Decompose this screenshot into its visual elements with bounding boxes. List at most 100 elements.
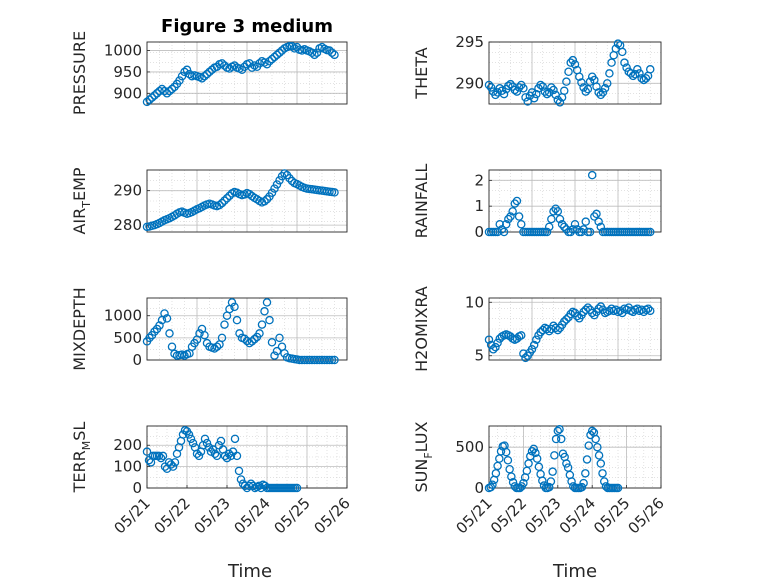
data-point bbox=[532, 89, 541, 99]
data-point bbox=[547, 214, 556, 224]
data-point bbox=[177, 71, 187, 81]
data-point bbox=[493, 338, 502, 348]
data-point bbox=[506, 212, 515, 221]
data-point bbox=[527, 345, 537, 354]
data-point bbox=[224, 449, 234, 459]
y-axis-label: PRESSURE bbox=[70, 31, 89, 115]
data-point bbox=[162, 314, 172, 323]
data-point bbox=[504, 214, 513, 224]
data-point bbox=[147, 93, 157, 102]
data-point bbox=[257, 320, 267, 329]
data-point bbox=[555, 425, 564, 434]
data-point bbox=[242, 336, 252, 346]
axes-box bbox=[488, 297, 662, 361]
y-tick-label: 10 bbox=[465, 293, 484, 311]
data-point bbox=[517, 219, 526, 229]
data-point bbox=[200, 71, 209, 81]
data-point bbox=[202, 69, 212, 79]
data-point bbox=[185, 69, 194, 79]
data-point bbox=[549, 85, 558, 95]
data-point bbox=[546, 477, 556, 486]
data-point bbox=[575, 72, 584, 81]
data-point bbox=[605, 69, 614, 78]
data-point bbox=[505, 464, 514, 474]
data-point bbox=[489, 345, 498, 354]
data-point bbox=[579, 83, 588, 92]
data-point bbox=[570, 60, 580, 69]
data-point bbox=[501, 219, 511, 229]
data-point bbox=[607, 304, 616, 313]
data-point bbox=[508, 207, 517, 216]
data-point bbox=[197, 74, 207, 83]
data-point bbox=[160, 309, 169, 318]
data-point bbox=[542, 324, 552, 334]
subplot-rainfall: 0 1 2 RAINFALL bbox=[412, 164, 662, 241]
data-point bbox=[583, 84, 593, 94]
data-point bbox=[592, 209, 601, 219]
data-point bbox=[587, 426, 597, 436]
data-point bbox=[262, 195, 272, 204]
data-point bbox=[275, 333, 284, 343]
data-point bbox=[235, 329, 244, 338]
data-point bbox=[254, 481, 264, 491]
data-point bbox=[593, 442, 602, 452]
data-point bbox=[212, 342, 222, 351]
x-tick-label: 05/23 bbox=[521, 494, 564, 537]
y-tick-label: 280 bbox=[113, 216, 142, 234]
data-point bbox=[267, 338, 277, 347]
data-point bbox=[570, 219, 580, 229]
data-point bbox=[514, 212, 524, 221]
subplot-pressure: 900 950 1000 PRESSURE Figure 3 medium bbox=[70, 16, 348, 115]
y-tick-label: 1000 bbox=[104, 42, 142, 60]
data-point bbox=[312, 48, 322, 57]
data-point bbox=[556, 434, 566, 444]
data-point bbox=[532, 335, 541, 344]
data-point bbox=[519, 478, 528, 488]
data-point bbox=[267, 54, 277, 64]
data-point bbox=[272, 50, 282, 60]
data-point bbox=[553, 207, 563, 216]
data-point bbox=[330, 188, 339, 197]
y-tick-label: 1000 bbox=[104, 307, 142, 325]
data-point bbox=[495, 219, 504, 229]
data-point bbox=[262, 298, 272, 307]
data-point bbox=[607, 58, 616, 67]
data-point bbox=[206, 447, 216, 456]
data-point bbox=[630, 69, 640, 79]
data-point bbox=[579, 478, 588, 488]
data-point bbox=[230, 302, 239, 312]
x-tick-label: 05/24 bbox=[556, 494, 599, 537]
data-point bbox=[544, 222, 554, 232]
data-point bbox=[585, 77, 595, 86]
data-point bbox=[484, 335, 494, 344]
subplot-theta: 290 295 THETA bbox=[412, 33, 662, 107]
data-point bbox=[551, 323, 560, 333]
data-point bbox=[484, 80, 494, 90]
data-point bbox=[532, 454, 542, 463]
data-point bbox=[521, 353, 530, 363]
data-point bbox=[633, 65, 642, 74]
data-point bbox=[596, 90, 606, 100]
y-tick-label: 1 bbox=[474, 197, 484, 215]
data-point bbox=[510, 199, 520, 208]
data-point bbox=[212, 451, 222, 461]
y-tick-label: 290 bbox=[113, 182, 142, 200]
data-point bbox=[287, 42, 297, 51]
data-point bbox=[577, 482, 587, 492]
y-axis-label: RAINFALL bbox=[412, 164, 431, 239]
y-tick-label: 0 bbox=[474, 223, 484, 241]
y-tick-label: 0 bbox=[474, 479, 484, 497]
data-point bbox=[265, 56, 274, 66]
data-point bbox=[618, 47, 627, 57]
data-point bbox=[626, 69, 636, 78]
data-point bbox=[255, 329, 264, 338]
data-point bbox=[292, 483, 302, 493]
data-point bbox=[555, 98, 565, 107]
data-point bbox=[247, 337, 257, 346]
data-point bbox=[553, 325, 563, 335]
data-point bbox=[581, 469, 590, 478]
data-point bbox=[553, 426, 563, 436]
x-tick-label: 05/22 bbox=[487, 494, 530, 537]
data-point bbox=[272, 346, 282, 356]
